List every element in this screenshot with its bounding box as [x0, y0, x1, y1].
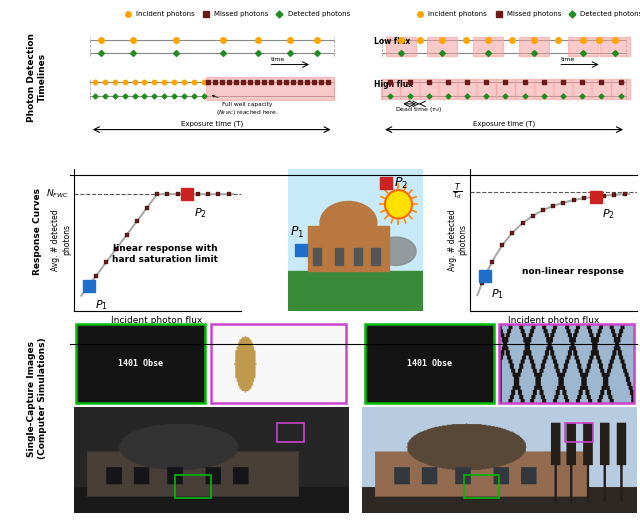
Text: non-linear response: non-linear response: [522, 267, 625, 276]
Bar: [287, 271, 423, 311]
Text: Detected photons: Detected photons: [580, 11, 640, 17]
Text: 1401 Obse: 1401 Obse: [407, 359, 452, 368]
Text: $P_1$: $P_1$: [291, 225, 305, 240]
Text: Detected photons: Detected photons: [287, 11, 349, 17]
Bar: [477, 79, 495, 98]
Text: Full well capacity
$(N_{FWC})$ reached here.: Full well capacity $(N_{FWC})$ reached h…: [212, 95, 278, 117]
Bar: [354, 249, 362, 266]
Text: Dead time $(\tau_d)$: Dead time $(\tau_d)$: [396, 105, 443, 114]
Text: $P_2$: $P_2$: [193, 206, 207, 220]
Bar: [439, 79, 457, 98]
Bar: [381, 79, 399, 98]
Bar: [554, 79, 572, 98]
Text: High flux: High flux: [374, 80, 413, 89]
Text: $P_1$: $P_1$: [95, 297, 108, 312]
Text: 1401 Obse: 1401 Obse: [118, 359, 163, 368]
Ellipse shape: [376, 237, 416, 266]
Bar: [313, 249, 321, 266]
Bar: [387, 36, 416, 56]
Bar: [458, 79, 476, 98]
Text: Exposure time (T): Exposure time (T): [473, 121, 535, 127]
Bar: [473, 36, 503, 56]
Text: Response Curves: Response Curves: [33, 189, 42, 275]
Bar: [206, 78, 333, 100]
Bar: [519, 36, 548, 56]
Y-axis label: Avg. # detected
photons: Avg. # detected photons: [51, 209, 71, 271]
Text: $P_2$: $P_2$: [394, 176, 408, 191]
Text: Single-Capture Images
(Computer Simulations): Single-Capture Images (Computer Simulati…: [28, 338, 47, 460]
Text: Incident photons: Incident photons: [428, 11, 487, 17]
Bar: [496, 79, 515, 98]
X-axis label: Incident photon flux: Incident photon flux: [508, 316, 599, 326]
Text: Low flux: Low flux: [374, 38, 410, 46]
Bar: [211, 325, 346, 403]
Bar: [568, 36, 598, 56]
Text: $\frac{T}{\tau_d}$: $\frac{T}{\tau_d}$: [452, 181, 462, 203]
Bar: [401, 79, 419, 98]
Text: time: time: [561, 57, 575, 63]
Y-axis label: Avg. # detected
photons: Avg. # detected photons: [447, 209, 467, 271]
Text: Missed photons: Missed photons: [214, 11, 269, 17]
Bar: [611, 79, 630, 98]
Bar: [499, 325, 634, 403]
Bar: [515, 79, 534, 98]
Bar: [287, 169, 423, 271]
Text: linear response with
hard saturation limit: linear response with hard saturation lim…: [113, 244, 218, 264]
Text: $P_1$: $P_1$: [491, 287, 504, 301]
Bar: [565, 423, 593, 442]
Bar: [308, 226, 389, 271]
Bar: [365, 325, 494, 403]
Bar: [600, 36, 630, 56]
Bar: [420, 79, 438, 98]
Bar: [427, 36, 457, 56]
Text: Incident photons: Incident photons: [136, 11, 195, 17]
Text: Photon Detection
Timelines: Photon Detection Timelines: [28, 33, 47, 121]
Bar: [464, 475, 499, 498]
Text: $N_{FWC}$: $N_{FWC}$: [46, 188, 69, 201]
X-axis label: Incident photon flux: Incident photon flux: [111, 316, 203, 326]
Text: time: time: [271, 57, 285, 63]
Bar: [175, 475, 211, 498]
Bar: [76, 325, 205, 403]
Bar: [592, 79, 611, 98]
Text: $P_2$: $P_2$: [602, 207, 615, 221]
Bar: [277, 423, 305, 442]
Text: Missed photons: Missed photons: [507, 11, 561, 17]
Text: Exposure time (T): Exposure time (T): [180, 121, 243, 127]
Bar: [534, 79, 553, 98]
Bar: [335, 249, 343, 266]
Circle shape: [385, 190, 412, 218]
Bar: [573, 79, 591, 98]
Bar: [371, 249, 380, 266]
Ellipse shape: [320, 202, 377, 244]
